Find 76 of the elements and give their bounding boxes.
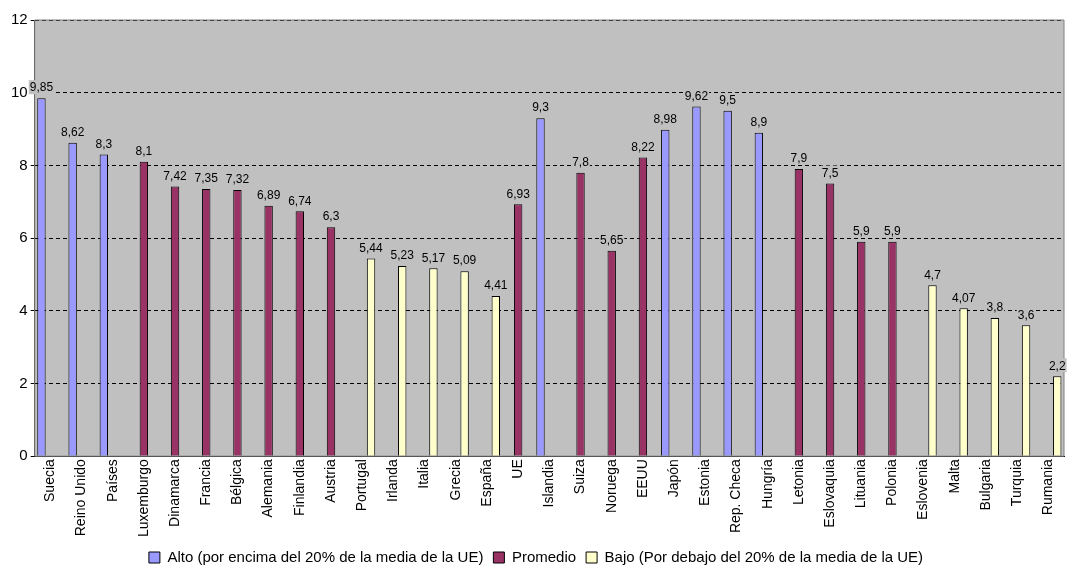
data-label: 9,85 <box>29 80 54 95</box>
x-tick-label: Polonia <box>883 458 900 506</box>
x-tick-label: Letonia <box>789 458 806 506</box>
x-tick-label: Finlandia <box>290 458 307 516</box>
y-tick-label: 12 <box>11 10 28 28</box>
x-tick-label: Grecia <box>446 458 463 501</box>
data-label: 6,74 <box>288 193 312 208</box>
x-tick-label: Dinamarca <box>165 458 182 527</box>
x-tick-label: Italia <box>415 458 432 489</box>
y-tick-label: 6 <box>19 228 28 246</box>
x-tick-label: Luxemburgo <box>134 458 151 537</box>
x-tick-label: Bélgica <box>228 458 245 506</box>
data-label: 5,9 <box>852 224 870 239</box>
data-label: 4,41 <box>484 278 508 293</box>
data-label: 8,9 <box>750 114 768 129</box>
data-label: 8,22 <box>631 139 655 154</box>
data-label: 4,7 <box>924 267 942 282</box>
data-label: 7,5 <box>821 165 839 180</box>
x-tick-label: Estonia <box>696 458 713 506</box>
legend-label: Alto (por encima del 20% de la media de la UE) <box>167 547 484 565</box>
data-label: 9,3 <box>532 100 550 115</box>
x-tick-label: Reino Unido <box>72 458 89 537</box>
legend-label: Promedio <box>511 547 577 565</box>
data-label: 5,23 <box>390 248 415 263</box>
data-label: 3,6 <box>1017 307 1035 322</box>
x-tick-label: Malta <box>945 458 962 494</box>
data-label: 5,9 <box>884 224 902 239</box>
data-label: 6,3 <box>322 209 340 224</box>
data-label: 8,98 <box>653 112 678 127</box>
x-tick-label: Rep. Checa <box>727 458 744 534</box>
data-label: 7,42 <box>163 168 188 183</box>
data-label: 9,62 <box>684 88 709 103</box>
data-label: 8,3 <box>95 136 113 151</box>
x-tick-label: EEUU <box>633 459 650 499</box>
data-label: 4,07 <box>951 290 976 305</box>
x-tick-label: UE <box>509 459 526 479</box>
data-label: 7,35 <box>194 171 219 186</box>
y-tick-label: 8 <box>19 155 28 173</box>
x-tick-label: Eslovaquia <box>820 458 837 528</box>
x-tick-label: Rumania <box>1039 458 1056 516</box>
data-label: 5,44 <box>359 240 384 255</box>
x-tick-label: España <box>477 458 494 507</box>
x-tick-label: Alemania <box>259 458 276 518</box>
y-tick-label: 4 <box>19 300 28 318</box>
data-label: 8,62 <box>60 125 85 140</box>
y-tick-label: 0 <box>19 446 28 464</box>
data-label: 6,89 <box>256 188 281 203</box>
data-label: 5,17 <box>421 250 446 265</box>
x-tick-label: Países <box>103 459 120 502</box>
x-tick-label: Japón <box>664 459 681 498</box>
data-label: 2,2 <box>1048 358 1066 373</box>
data-label: 5,09 <box>452 253 477 268</box>
y-tick-label: 10 <box>11 82 28 100</box>
x-tick-label: Islandia <box>540 458 557 508</box>
data-label: 7,9 <box>790 151 808 166</box>
legend-label: Bajo (Por debajo del 20% de la media de la UE) <box>604 547 924 565</box>
x-tick-label: Portugal <box>353 459 370 512</box>
x-tick-label: Turquia <box>1008 458 1025 507</box>
x-tick-label: Austria <box>321 458 338 503</box>
x-tick-label: Eslovenia <box>914 458 931 520</box>
data-label: 6,93 <box>506 186 531 201</box>
data-label: 7,8 <box>572 154 590 169</box>
x-tick-label: Hungría <box>758 458 775 509</box>
y-tick-label: 2 <box>19 373 28 391</box>
data-label: 9,5 <box>719 93 737 108</box>
data-label: 7,32 <box>225 172 250 187</box>
data-label: 8,1 <box>135 144 153 159</box>
x-tick-label: Lituania <box>852 458 869 509</box>
data-label: 5,65 <box>600 233 624 248</box>
x-tick-label: Noruega <box>602 458 619 513</box>
x-tick-label: Suecia <box>41 458 58 502</box>
x-tick-label: Bulgaria <box>976 458 993 511</box>
x-tick-label: Francia <box>197 458 214 506</box>
data-label: 3,8 <box>986 300 1004 315</box>
x-tick-label: Suiza <box>571 458 588 495</box>
x-tick-label: Irlanda <box>384 458 401 502</box>
